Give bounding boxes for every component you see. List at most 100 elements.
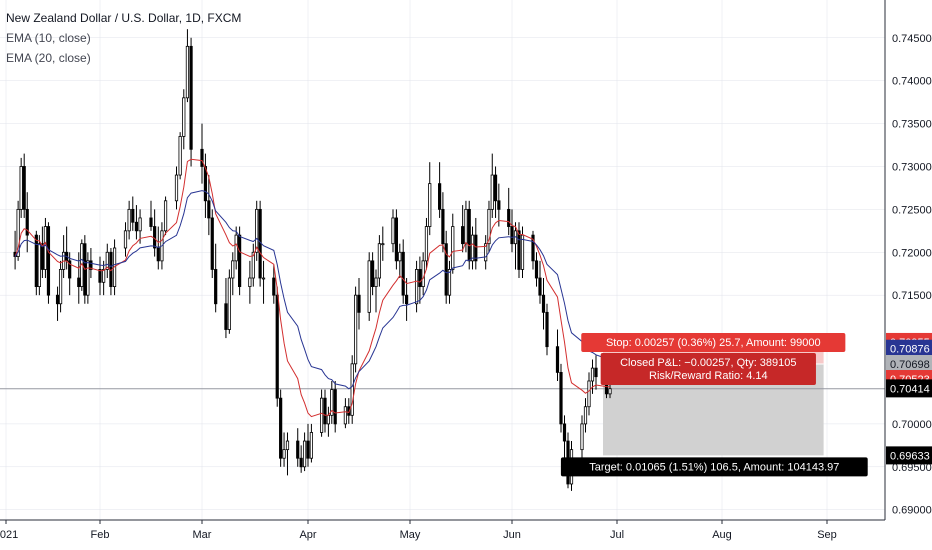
y-tick-label: 0.72500 [892,204,932,216]
candle-body [357,294,361,313]
x-tick-label: May [400,529,421,541]
price-scale-label-text: 0.70698 [890,359,930,371]
candle-body [55,294,60,305]
candle-body [326,414,331,425]
candle-body [451,226,455,270]
target-label[interactable]: Target: 0.01065 (1.51%) 106.5, Amount: 1… [560,457,868,477]
candle-body [444,243,448,296]
candle-body [424,226,429,262]
candle-body [367,260,371,313]
candle-body [105,251,109,270]
candle-body [207,200,211,219]
candle-body [275,294,279,399]
candle-body [497,200,501,210]
candle-body [323,397,327,425]
candle-body [203,166,208,202]
x-tick-label: Apr [299,529,316,541]
candle-body [255,208,259,253]
candle-body [470,234,475,262]
candle-body [123,230,128,249]
target-label-text: Target: 0.01065 (1.51%) 106.5, Amount: 1… [589,461,839,473]
price-scale[interactable]: 0.74500 0.74000 0.73500 0.73000 0.72500 0.720… [886,33,932,517]
position-labels: Stop: 0.00257 (0.36%) 25.7, Amount: 9900… [560,332,868,477]
candle-body [182,97,186,137]
y-tick-label: 0.69000 [892,505,932,517]
risk-reward-text: Risk/Reward Ratio: 4.14 [649,370,768,382]
closed-pnl-label[interactable]: Closed P&L: −0.00257, Qty: 389105Risk/Re… [600,353,816,385]
candle-body [474,234,478,262]
candle-body [251,251,255,279]
time-scale[interactable]: 2021 Feb Mar Apr May Jun Jul Aug Sep [0,520,837,541]
candle-body [46,226,51,296]
candle-body [391,217,395,245]
candle-body [520,234,525,270]
candle-body [562,423,567,442]
candle-body [447,269,452,296]
candle-body [138,217,142,232]
candle-body [153,226,157,249]
candle-body [40,243,44,270]
candle-body [441,208,445,245]
candle-body [227,277,231,330]
y-tick-label: 0.73500 [892,119,932,131]
candle-body [319,397,324,433]
stop-label-text: Stop: 0.00257 (0.36%) 25.7, Amount: 9900… [606,337,821,349]
x-tick-label: Jul [610,529,624,541]
stop-label-bg [581,332,846,352]
candle-body [149,217,153,227]
candle-body [34,234,38,288]
candle-body [272,277,276,296]
candle-body [428,183,432,227]
candle-body [86,260,90,296]
candle-body [343,406,348,425]
y-tick-label: 0.70000 [892,419,932,431]
target-label-bg [560,457,868,477]
candle-body [282,449,286,459]
ema-20-legend[interactable]: EMA (20, close) [6,51,91,65]
y-tick-label: 0.73000 [892,161,932,173]
candle-body [594,367,598,378]
candle-body [438,183,442,210]
ema-10-legend[interactable]: EMA (10, close) [6,31,91,45]
price-scale-label-bg [886,379,932,398]
candle-body [98,269,102,283]
price-scale-label-bg [886,446,932,465]
y-tick-label: 0.74500 [892,33,932,45]
candle-body [541,294,546,313]
price-scale-label-bg [886,355,932,373]
x-tick-label: Feb [91,529,110,541]
ema-lines [14,158,611,418]
candle-body [299,457,303,468]
ema-20-line [14,190,611,390]
candle-body [224,303,228,330]
symbol-title[interactable]: New Zealand Dollar / U.S. Dollar, 1D, FX… [6,11,242,25]
candle-body [309,432,314,459]
candle-body [19,166,23,210]
candle-body [404,294,409,305]
y-tick-label: 0.69500 [892,462,932,474]
candle-body [134,221,139,232]
candle-body [43,226,48,270]
stop-label[interactable]: Stop: 0.00257 (0.36%) 25.7, Amount: 9900… [581,332,846,352]
candle-body [174,174,179,202]
candle-body [285,440,290,451]
price-scale-label-text: 0.70414 [890,383,930,395]
candle-body [238,234,242,288]
candle-body [306,440,310,459]
price-scale-label-text: 0.70876 [890,344,930,356]
candle-body [37,243,41,288]
candles [13,29,612,491]
candle-body [330,389,334,416]
candle-body [401,251,405,296]
candle-body [531,234,535,262]
price-scale-label: 0.70698 [886,355,932,373]
candle-body [210,217,214,270]
candle-body [261,277,266,280]
candle-body [214,269,218,305]
candle-body [77,277,81,288]
candle-body [394,217,399,262]
candle-body [156,247,160,262]
candle-body [580,423,584,451]
candle-body [559,372,563,425]
